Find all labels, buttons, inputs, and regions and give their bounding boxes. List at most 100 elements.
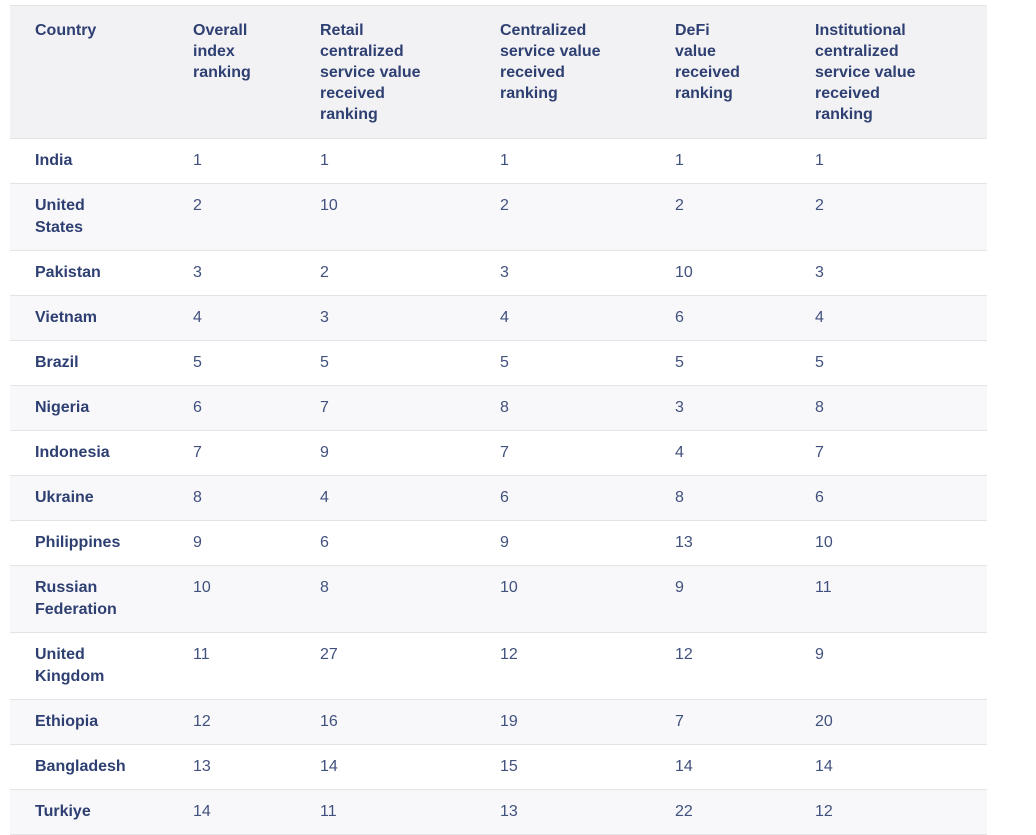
rank-value: 4: [193, 309, 202, 326]
rank-value: 22: [675, 803, 693, 820]
rank-cell: 4: [475, 296, 650, 341]
country-cell: Turkiye: [10, 790, 168, 835]
rank-value: 3: [500, 264, 509, 281]
rank-cell: 10: [168, 566, 295, 633]
rank-cell: 19: [475, 700, 650, 745]
rank-value: 16: [320, 713, 338, 730]
rank-cell: 2: [168, 184, 295, 251]
table-row: Philippines 9 6 9 13 10: [10, 520, 987, 566]
rank-value: 9: [193, 534, 202, 551]
column-header-label: DeFi value received ranking: [675, 22, 740, 102]
rank-value: 7: [815, 444, 824, 461]
rank-value: 4: [320, 489, 329, 506]
table-row: India 1 1 1 1 1: [10, 138, 987, 184]
rank-cell: 3: [790, 251, 987, 296]
rank-cell: 7: [475, 431, 650, 476]
country-cell: Bangladesh: [10, 745, 168, 790]
rank-cell: 13: [168, 745, 295, 790]
rank-value: 9: [815, 646, 824, 663]
rank-cell: 5: [790, 341, 987, 386]
table-row: Brazil 5 5 5 5 5: [10, 340, 987, 386]
rank-cell: 14: [790, 745, 987, 790]
table-row: Ukraine 8 4 6 8 6: [10, 475, 987, 521]
rank-cell: 10: [475, 566, 650, 633]
country-name: Ukraine: [35, 489, 94, 506]
rank-cell: 2: [650, 184, 790, 251]
rank-value: 1: [320, 152, 329, 169]
country-name: Indonesia: [35, 444, 110, 461]
rank-value: 12: [675, 646, 693, 663]
country-name: Nigeria: [35, 399, 90, 416]
table-row: Indonesia 7 9 7 4 7: [10, 430, 987, 476]
rank-cell: 13: [475, 790, 650, 835]
rank-value: 2: [500, 197, 509, 214]
rank-cell: 8: [168, 476, 295, 521]
rank-cell: 12: [790, 790, 987, 835]
rank-cell: 12: [475, 633, 650, 700]
table-row: Vietnam 4 3 4 6 4: [10, 295, 987, 341]
column-header-institutional: Institutional centralized service value …: [790, 6, 987, 139]
rank-value: 8: [320, 579, 329, 596]
rank-cell: 27: [295, 633, 475, 700]
rank-value: 2: [815, 197, 824, 214]
rank-value: 7: [675, 713, 684, 730]
rank-cell: 4: [168, 296, 295, 341]
table-row: Nigeria 6 7 8 3 8: [10, 385, 987, 431]
column-header-label: Overall index ranking: [193, 22, 251, 81]
rank-value: 4: [675, 444, 684, 461]
rank-cell: 12: [650, 633, 790, 700]
rank-cell: 8: [295, 566, 475, 633]
rank-value: 14: [193, 803, 211, 820]
rank-cell: 14: [650, 745, 790, 790]
country-name: Vietnam: [35, 309, 97, 326]
rank-cell: 22: [650, 790, 790, 835]
country-name: Brazil: [35, 354, 79, 371]
country-name: Turkiye: [35, 803, 91, 820]
column-header-label: Institutional centralized service value …: [815, 22, 916, 123]
rank-cell: 2: [295, 251, 475, 296]
rank-value: 10: [320, 197, 338, 214]
rank-cell: 6: [650, 296, 790, 341]
column-header-overall-index: Overall index ranking: [168, 6, 295, 139]
rank-value: 2: [320, 264, 329, 281]
rank-cell: 5: [295, 341, 475, 386]
rank-cell: 3: [168, 251, 295, 296]
rank-value: 7: [500, 444, 509, 461]
country-name: Philippines: [35, 534, 121, 551]
rank-value: 13: [500, 803, 518, 820]
country-cell: Indonesia: [10, 431, 168, 476]
rank-value: 10: [193, 579, 211, 596]
rank-cell: 4: [790, 296, 987, 341]
table-header: Country Overall index ranking Retail cen…: [10, 5, 987, 139]
country-name: Bangladesh: [35, 758, 126, 775]
column-header-centralized: Centralized service value received ranki…: [475, 6, 650, 139]
rank-value: 6: [320, 534, 329, 551]
rank-cell: 5: [168, 341, 295, 386]
column-header-defi: DeFi value received ranking: [650, 6, 790, 139]
country-name: Pakistan: [35, 264, 101, 281]
rank-cell: 6: [295, 521, 475, 566]
rank-cell: 1: [790, 139, 987, 184]
rank-value: 12: [193, 713, 211, 730]
rank-value: 8: [193, 489, 202, 506]
rank-value: 2: [193, 197, 202, 214]
rank-cell: 9: [168, 521, 295, 566]
rank-cell: 8: [650, 476, 790, 521]
table-row: United Kingdom 11 27 12 12 9: [10, 632, 987, 700]
rank-value: 8: [675, 489, 684, 506]
rank-cell: 5: [650, 341, 790, 386]
rank-value: 8: [815, 399, 824, 416]
country-cell: Ukraine: [10, 476, 168, 521]
rank-value: 5: [675, 354, 684, 371]
rank-value: 9: [500, 534, 509, 551]
rank-cell: 11: [168, 633, 295, 700]
rank-cell: 14: [295, 745, 475, 790]
rank-value: 12: [500, 646, 518, 663]
rank-value: 2: [675, 197, 684, 214]
rank-cell: 8: [790, 386, 987, 431]
rank-value: 5: [815, 354, 824, 371]
country-cell: United States: [10, 184, 168, 251]
rank-cell: 1: [168, 139, 295, 184]
country-name: Russian Federation: [35, 579, 117, 618]
